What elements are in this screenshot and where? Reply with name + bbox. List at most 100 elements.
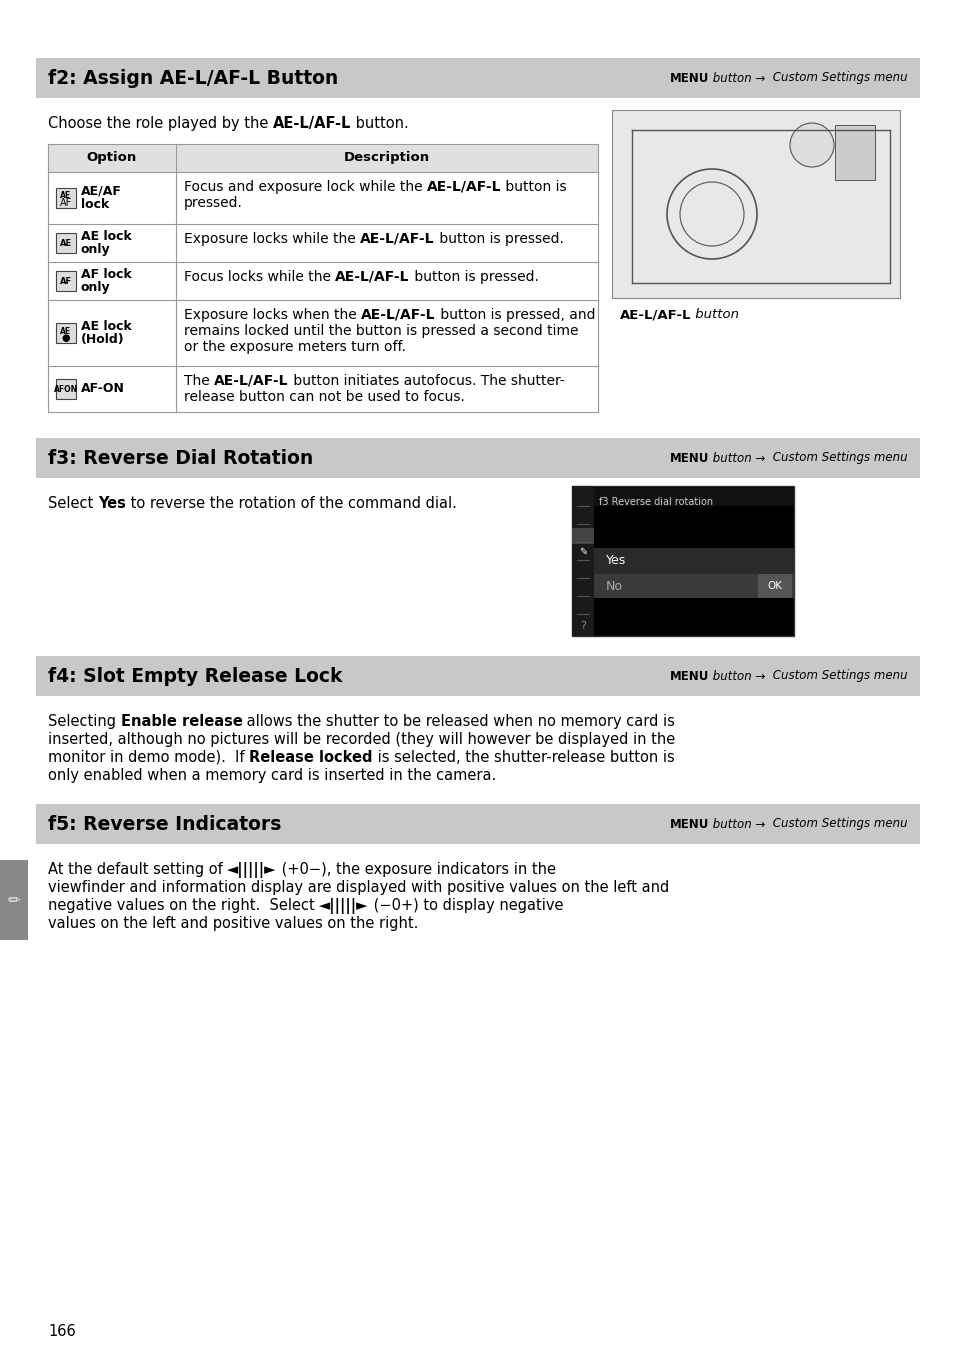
Text: Exposure locks when the: Exposure locks when the bbox=[184, 308, 361, 322]
Text: pressed.: pressed. bbox=[184, 196, 243, 210]
Text: button →: button → bbox=[708, 452, 768, 465]
Text: button →: button → bbox=[708, 818, 768, 830]
Text: viewfinder and information display are displayed with positive values on the lef: viewfinder and information display are d… bbox=[48, 880, 669, 895]
Text: lock: lock bbox=[81, 199, 110, 211]
Text: AE-L/AF-L: AE-L/AF-L bbox=[359, 233, 435, 246]
Text: to reverse the rotation of the command dial.: to reverse the rotation of the command d… bbox=[126, 496, 456, 511]
Bar bbox=[56, 270, 76, 291]
Text: release button can not be used to focus.: release button can not be used to focus. bbox=[184, 389, 464, 404]
Text: inserted, although no pictures will be recorded (they will however be displayed : inserted, although no pictures will be r… bbox=[48, 731, 675, 748]
Text: AF lock: AF lock bbox=[81, 268, 132, 280]
Text: OK: OK bbox=[767, 581, 781, 591]
Bar bbox=[36, 804, 919, 844]
Text: AE: AE bbox=[60, 192, 71, 200]
Text: monitor in demo mode).  If: monitor in demo mode). If bbox=[48, 750, 249, 765]
Text: Yes: Yes bbox=[98, 496, 126, 511]
Text: Choose the role played by the: Choose the role played by the bbox=[48, 116, 273, 131]
Text: AE lock: AE lock bbox=[81, 319, 132, 333]
Text: AE-L/AF-L: AE-L/AF-L bbox=[213, 375, 289, 388]
Bar bbox=[0, 860, 28, 940]
Text: (Hold): (Hold) bbox=[81, 334, 125, 346]
Text: ◄|||||►: ◄|||||► bbox=[319, 898, 369, 914]
Text: button is pressed.: button is pressed. bbox=[435, 233, 563, 246]
Text: ✎: ✎ bbox=[578, 548, 586, 557]
Text: button →: button → bbox=[708, 669, 768, 683]
Text: Enable release: Enable release bbox=[120, 714, 242, 729]
Text: AE-L/AF-L: AE-L/AF-L bbox=[335, 270, 410, 284]
Text: AF: AF bbox=[60, 197, 72, 208]
Text: Custom Settings menu: Custom Settings menu bbox=[768, 452, 907, 465]
Text: AE: AE bbox=[60, 326, 71, 335]
Bar bbox=[36, 438, 919, 479]
Text: f3: Reverse Dial Rotation: f3: Reverse Dial Rotation bbox=[48, 449, 313, 468]
Text: Option: Option bbox=[87, 151, 137, 165]
Text: MENU: MENU bbox=[669, 72, 708, 84]
Bar bbox=[56, 323, 76, 343]
Bar bbox=[572, 485, 793, 635]
Text: button initiates autofocus. The shutter-: button initiates autofocus. The shutter- bbox=[289, 375, 564, 388]
Text: f5: Reverse Indicators: f5: Reverse Indicators bbox=[48, 814, 281, 833]
Text: AE-L/AF-L: AE-L/AF-L bbox=[273, 116, 351, 131]
Bar bbox=[572, 485, 594, 635]
Bar bbox=[758, 575, 791, 598]
Text: Custom Settings menu: Custom Settings menu bbox=[768, 669, 907, 683]
Bar bbox=[36, 656, 919, 696]
Bar bbox=[56, 188, 76, 208]
Text: AE/AF: AE/AF bbox=[81, 184, 122, 197]
Text: button: button bbox=[691, 308, 739, 320]
Text: button is: button is bbox=[501, 180, 566, 193]
Text: button.: button. bbox=[351, 116, 409, 131]
Circle shape bbox=[789, 123, 833, 168]
Text: Selecting: Selecting bbox=[48, 714, 120, 729]
Text: AE-L/AF-L: AE-L/AF-L bbox=[361, 308, 436, 322]
Text: f4: Slot Empty Release Lock: f4: Slot Empty Release Lock bbox=[48, 667, 342, 685]
Text: AF-ON: AF-ON bbox=[81, 383, 125, 396]
Text: ?: ? bbox=[579, 621, 585, 631]
Text: f2: Assign AE-L/AF-L Button: f2: Assign AE-L/AF-L Button bbox=[48, 69, 338, 88]
Text: At the default setting of: At the default setting of bbox=[48, 863, 227, 877]
Text: Yes: Yes bbox=[605, 554, 625, 568]
Bar bbox=[594, 488, 793, 506]
Bar bbox=[612, 110, 899, 297]
Text: AE-L/AF-L: AE-L/AF-L bbox=[619, 308, 691, 320]
Text: Select: Select bbox=[48, 496, 98, 511]
Text: Focus locks while the: Focus locks while the bbox=[184, 270, 335, 284]
Text: Release locked: Release locked bbox=[249, 750, 373, 765]
Text: MENU: MENU bbox=[669, 818, 708, 830]
Bar bbox=[594, 575, 793, 598]
Text: button is pressed, and: button is pressed, and bbox=[436, 308, 595, 322]
Text: values on the left and positive values on the right.: values on the left and positive values o… bbox=[48, 917, 418, 932]
Bar bbox=[572, 529, 594, 544]
Text: only: only bbox=[81, 243, 111, 257]
Text: remains locked until the button is pressed a second time: remains locked until the button is press… bbox=[184, 324, 578, 338]
Text: ●: ● bbox=[62, 333, 71, 343]
Text: The: The bbox=[184, 375, 213, 388]
Bar bbox=[36, 58, 919, 97]
Text: 166: 166 bbox=[48, 1324, 75, 1338]
Bar bbox=[594, 548, 793, 575]
Text: ✏: ✏ bbox=[8, 892, 20, 907]
Text: (−0+) to display negative: (−0+) to display negative bbox=[369, 898, 562, 913]
Text: AE: AE bbox=[60, 238, 72, 247]
Text: Exposure locks while the: Exposure locks while the bbox=[184, 233, 359, 246]
Text: ◄|||||►: ◄|||||► bbox=[227, 863, 276, 877]
Text: Custom Settings menu: Custom Settings menu bbox=[768, 72, 907, 84]
Text: No: No bbox=[605, 580, 622, 592]
Text: only enabled when a memory card is inserted in the camera.: only enabled when a memory card is inser… bbox=[48, 768, 496, 783]
Text: negative values on the right.  Select: negative values on the right. Select bbox=[48, 898, 319, 913]
Text: button →: button → bbox=[708, 72, 768, 84]
Text: Focus and exposure lock while the: Focus and exposure lock while the bbox=[184, 180, 427, 193]
Text: MENU: MENU bbox=[669, 452, 708, 465]
Text: Custom Settings menu: Custom Settings menu bbox=[768, 818, 907, 830]
Text: AE-L/AF-L: AE-L/AF-L bbox=[427, 180, 501, 193]
Text: or the exposure meters turn off.: or the exposure meters turn off. bbox=[184, 339, 405, 354]
Text: button is pressed.: button is pressed. bbox=[410, 270, 538, 284]
Text: allows the shutter to be released when no memory card is: allows the shutter to be released when n… bbox=[242, 714, 675, 729]
Text: only: only bbox=[81, 281, 111, 295]
Text: AE lock: AE lock bbox=[81, 230, 132, 242]
Bar bbox=[56, 233, 76, 253]
Text: AFON: AFON bbox=[54, 384, 78, 393]
Text: MENU: MENU bbox=[669, 669, 708, 683]
Text: is selected, the shutter-release button is: is selected, the shutter-release button … bbox=[373, 750, 674, 765]
Text: (+0−), the exposure indicators in the: (+0−), the exposure indicators in the bbox=[276, 863, 556, 877]
